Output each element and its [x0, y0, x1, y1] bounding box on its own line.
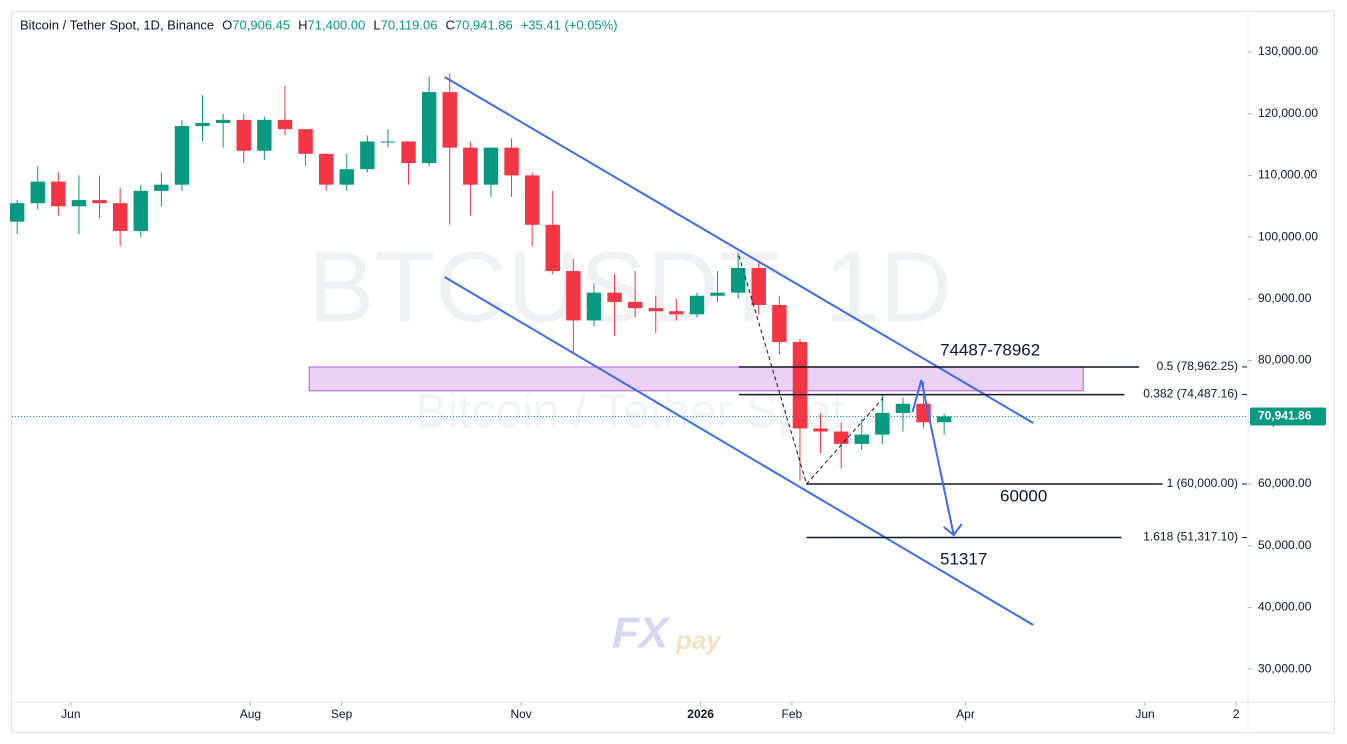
last-price-label: 70,941.86 [1258, 409, 1312, 423]
candle-body [215, 119, 231, 123]
logo-fx: FX [612, 609, 671, 658]
candle-body [627, 301, 643, 309]
candle-body [751, 267, 766, 306]
candle-body [895, 403, 911, 414]
ohlc-value: 71,400.00 [308, 17, 366, 32]
candle-body [463, 147, 478, 185]
candle-body [689, 295, 705, 315]
candle-body [174, 126, 190, 185]
y-tick-label: 50,000.00 [1258, 538, 1312, 552]
candle-body [833, 431, 849, 444]
x-tick-label: Nov [510, 707, 531, 721]
ohlc-value: 70,906.45 [232, 17, 290, 32]
y-tick-label: 40,000.00 [1258, 600, 1312, 614]
symbol: Bitcoin / Tether Spot, 1D, Binance [20, 17, 214, 32]
candle-body [669, 311, 684, 315]
channel-line [444, 276, 1034, 626]
candle-body [442, 92, 457, 148]
y-tick-label: 30,000.00 [1258, 661, 1312, 675]
candle-body [545, 224, 560, 272]
resistance-zone [308, 366, 1084, 392]
x-tick-label: Aug [240, 707, 261, 721]
y-tick-label: 130,000.00 [1258, 44, 1318, 58]
y-tick-label: 90,000.00 [1258, 291, 1312, 305]
x-tick-label: 2 [1233, 707, 1240, 721]
candle-body [483, 147, 499, 185]
candle-body [854, 434, 869, 444]
candle-body [710, 292, 725, 296]
ohlc-key: O [222, 17, 232, 32]
candle-body [648, 308, 663, 312]
ohlc-key: C [445, 17, 454, 32]
candle-body [257, 119, 272, 151]
last-price-tag [1250, 407, 1326, 426]
fib-label: 1 (60,000.00) [1167, 476, 1238, 490]
candle-body [112, 203, 128, 231]
y-tick-label: 120,000.00 [1258, 106, 1318, 120]
candle-body [9, 203, 25, 222]
x-tick-label: Jun [61, 707, 80, 721]
candle-body [730, 267, 746, 293]
ohlc-value: 70,941.86 [455, 17, 513, 32]
x-tick-label: Apr [956, 707, 975, 721]
candle-body [71, 200, 87, 207]
candle-body [607, 292, 622, 302]
annotation: 51317 [940, 549, 987, 568]
candle-body [504, 147, 519, 176]
y-tick-label: 110,000.00 [1258, 168, 1317, 182]
x-tick-label: Feb [782, 707, 803, 721]
legend-header: Bitcoin / Tether Spot, 1D, Binance O 70,9… [20, 17, 618, 32]
change: +35.41 (+0.05%) [521, 17, 618, 32]
candle-body [421, 92, 437, 164]
zone-label: 74487-78962 [940, 340, 1040, 359]
ohlc-value: 70,119.06 [381, 17, 438, 32]
candle-body [936, 416, 952, 423]
fib-label: 0.382 (74,487.16) [1143, 387, 1238, 401]
annotation: 60000 [1000, 486, 1047, 505]
y-tick-label: 80,000.00 [1258, 353, 1312, 367]
ohlc-key: H [298, 17, 307, 32]
candle-body [875, 413, 890, 435]
candle-body [277, 119, 293, 130]
projection-arrow [911, 379, 955, 536]
watermark: BTCUSDT, 1D Bitcoin / Tether Spot FX pay [308, 231, 953, 657]
fib-label: 0.5 (78,962.25) [1157, 359, 1238, 373]
fib-label: 1.618 (51,317.10) [1143, 530, 1238, 544]
candle-body [813, 428, 828, 432]
candle-body [360, 141, 375, 170]
y-tick-label: 100,000.00 [1258, 229, 1318, 243]
x-tick-label: Jun [1135, 707, 1154, 721]
candle-body [586, 292, 602, 321]
x-tick-label: Sep [331, 707, 353, 721]
candle-body [30, 181, 45, 204]
candle-body [566, 271, 581, 321]
candle-body [339, 169, 354, 185]
candle-body [380, 141, 396, 143]
candle-body [401, 141, 416, 164]
dashed-path [738, 255, 884, 485]
candle-body [524, 175, 540, 225]
candle-body [154, 184, 169, 191]
candle-body [298, 129, 313, 154]
candle-body [195, 122, 210, 127]
candle-body [51, 181, 66, 207]
candle-body [792, 342, 808, 429]
candle-body [772, 305, 787, 343]
y-tick-label: 60,000.00 [1258, 476, 1312, 490]
logo-pay: pay [675, 625, 722, 655]
channel-line [444, 76, 1034, 424]
ohlc-key: L [373, 17, 380, 32]
arrow-head [943, 523, 963, 537]
candle-body [92, 200, 107, 204]
x-tick-label: 2026 [687, 707, 714, 721]
watermark-main: BTCUSDT, 1D [308, 231, 953, 343]
candle-body [318, 153, 334, 185]
candle-body [133, 190, 148, 231]
candle-body [236, 119, 251, 151]
